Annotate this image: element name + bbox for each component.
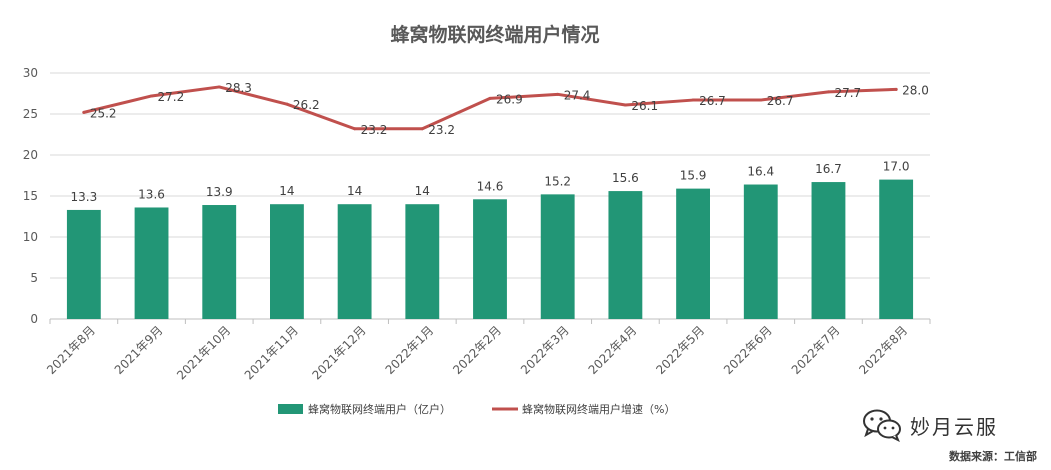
bar <box>270 204 304 319</box>
line-point <box>623 103 627 107</box>
bar-value-label: 13.9 <box>206 185 233 199</box>
bar <box>134 207 169 319</box>
line-point <box>894 87 898 91</box>
x-tick-label: 2021年8月 <box>44 323 98 377</box>
bar-value-label: 13.6 <box>138 187 165 201</box>
x-tick-label: 2022年6月 <box>721 323 775 377</box>
line-point <box>285 102 289 106</box>
line-value-label: 26.1 <box>631 99 658 113</box>
x-tick-label: 2022年5月 <box>653 323 707 377</box>
line-point <box>759 98 763 102</box>
line-data-labels: 25.2 27.2 28.3 26.2 23.2 23.2 26.9 27.4 26.1 26.7… <box>90 81 929 137</box>
bar-series <box>66 179 914 319</box>
line-value-label: 28.3 <box>225 81 252 95</box>
x-tick-label: 2022年8月 <box>856 323 910 377</box>
bar-value-label: 14 <box>347 184 362 198</box>
x-tick-label: 2022年3月 <box>518 323 572 377</box>
line-point <box>420 127 424 131</box>
x-tick-label: 2021年11月 <box>242 323 301 382</box>
x-tick-label: 2021年9月 <box>112 323 166 377</box>
bar-value-label: 14 <box>279 184 294 198</box>
bar-value-label: 14.6 <box>477 179 504 193</box>
y-tick-label: 20 <box>23 148 38 162</box>
source-note: 数据来源：工信部 <box>949 450 1037 463</box>
bar <box>743 184 778 319</box>
bar <box>676 188 710 319</box>
line-value-label: 23.2 <box>428 123 455 137</box>
bar <box>540 194 575 319</box>
bar-value-label: 17.0 <box>883 160 910 174</box>
line-value-label: 28.0 <box>902 83 929 97</box>
x-tick-label: 2022年2月 <box>450 323 504 377</box>
line-value-label: 27.2 <box>158 90 185 104</box>
line-value-label: 26.7 <box>699 94 726 108</box>
wechat-icon <box>863 409 901 442</box>
y-tick-label: 25 <box>23 107 38 121</box>
line-value-label: 26.2 <box>293 98 320 112</box>
bar <box>811 182 846 319</box>
line-value-label: 23.2 <box>361 123 388 137</box>
bar <box>608 191 643 319</box>
bar-data-labels: 13.3 13.6 13.9 14 14 14 14.6 15.2 15.6 15.9 16.4 16… <box>70 160 909 204</box>
line-point <box>217 85 221 89</box>
line-point <box>82 110 86 114</box>
line-value-label: 25.2 <box>90 106 117 120</box>
line-value-label: 27.7 <box>834 86 861 100</box>
chart-title: 蜂窝物联网终端用户情况 <box>390 24 600 46</box>
line-point <box>353 127 357 131</box>
bar <box>202 205 237 319</box>
watermark-text: 妙月云服 <box>910 414 998 439</box>
y-tick-label: 30 <box>23 66 38 80</box>
legend-label-line: 蜂窝物联网终端用户增速（%） <box>522 402 675 416</box>
y-tick-label: 10 <box>23 230 38 244</box>
legend: 蜂窝物联网终端用户（亿户） 蜂窝物联网终端用户增速（%） <box>278 402 675 416</box>
line-value-label: 27.4 <box>564 88 591 102</box>
line-point <box>488 96 492 100</box>
bar <box>337 204 372 319</box>
x-tick-label: 2021年12月 <box>309 323 368 382</box>
y-tick-label: 0 <box>30 312 38 326</box>
x-tick-label: 2022年1月 <box>383 323 437 377</box>
bar <box>879 179 914 319</box>
line-series <box>82 85 898 131</box>
line-value-label: 26.7 <box>767 94 794 108</box>
bar-value-label: 16.7 <box>815 162 842 176</box>
line-value-label: 26.9 <box>496 92 523 106</box>
bar <box>473 199 507 319</box>
y-tick-label: 15 <box>23 189 38 203</box>
bar-value-label: 15.6 <box>612 171 639 185</box>
bar-value-label: 16.4 <box>747 165 774 179</box>
bar-value-label: 13.3 <box>70 190 97 204</box>
watermark: 妙月云服 <box>862 408 998 442</box>
bar-value-label: 15.9 <box>680 169 707 183</box>
y-tick-label: 5 <box>30 271 38 285</box>
x-tick-label: 2021年10月 <box>174 323 233 382</box>
line-point <box>826 90 830 94</box>
bar-value-label: 15.2 <box>544 174 571 188</box>
bar <box>66 209 101 319</box>
line-point <box>150 94 154 98</box>
legend-swatch-bar <box>278 404 303 414</box>
x-axis: 2021年8月 2021年9月 2021年10月 2021年11月 2021年12月 20… <box>44 319 931 382</box>
bar <box>405 204 440 319</box>
x-tick-label: 2022年7月 <box>789 323 843 377</box>
line-point <box>691 98 695 102</box>
line-point <box>556 92 560 96</box>
legend-label-bar: 蜂窝物联网终端用户（亿户） <box>308 402 451 416</box>
x-tick-label: 2022年4月 <box>586 323 640 377</box>
y-axis: 0 5 10 15 20 25 30 <box>23 66 38 326</box>
bar-value-label: 14 <box>415 184 430 198</box>
